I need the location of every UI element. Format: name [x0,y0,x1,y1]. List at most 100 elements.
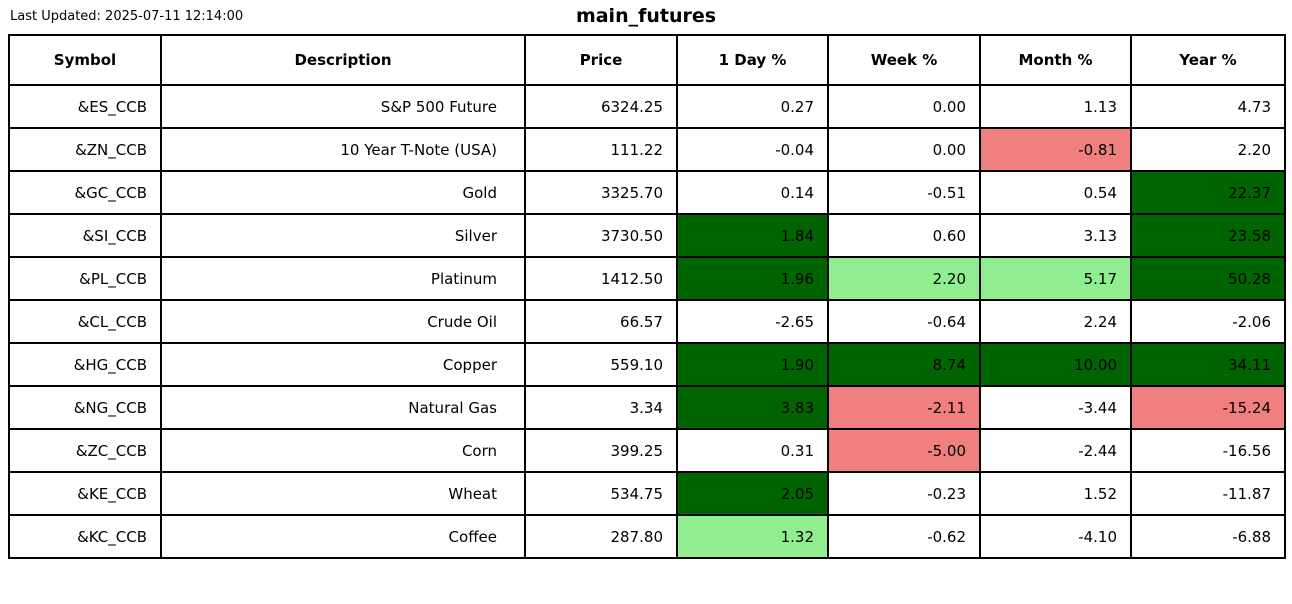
cell-year-pct: 2.20 [1130,127,1286,172]
cell-year-pct: 50.28 [1130,256,1286,301]
cell-month-pct: 1.52 [979,471,1132,516]
cell-week-pct: -0.51 [827,170,981,215]
col-header-year-pct: Year % [1130,34,1286,86]
cell-description: S&P 500 Future [160,84,526,129]
cell-1day-pct: 0.27 [676,84,829,129]
cell-symbol: &PL_CCB [8,256,162,301]
cell-1day-pct: -2.65 [676,299,829,344]
cell-description: Coffee [160,514,526,559]
cell-symbol: &ZC_CCB [8,428,162,473]
cell-price: 3730.50 [524,213,678,258]
table-row: &CL_CCB Crude Oil 66.57 -2.65 -0.64 2.24… [8,299,1286,344]
cell-symbol: &NG_CCB [8,385,162,430]
cell-month-pct: -0.81 [979,127,1132,172]
cell-1day-pct: 1.90 [676,342,829,387]
cell-1day-pct: 1.84 [676,213,829,258]
col-header-price: Price [524,34,678,86]
cell-description: Copper [160,342,526,387]
table-row: &ZN_CCB 10 Year T-Note (USA) 111.22 -0.0… [8,127,1286,172]
cell-week-pct: 0.00 [827,84,981,129]
table-row: &NG_CCB Natural Gas 3.34 3.83 -2.11 -3.4… [8,385,1286,430]
header-bar: Last Updated: 2025-07-11 12:14:00 main_f… [0,0,1292,34]
cell-month-pct: -4.10 [979,514,1132,559]
table-row: &HG_CCB Copper 559.10 1.90 8.74 10.00 34… [8,342,1286,387]
table-row: &GC_CCB Gold 3325.70 0.14 -0.51 0.54 22.… [8,170,1286,215]
cell-week-pct: 0.00 [827,127,981,172]
cell-1day-pct: 2.05 [676,471,829,516]
cell-symbol: &ES_CCB [8,84,162,129]
cell-week-pct: -5.00 [827,428,981,473]
table-row: &KE_CCB Wheat 534.75 2.05 -0.23 1.52 -11… [8,471,1286,516]
cell-month-pct: 2.24 [979,299,1132,344]
cell-year-pct: -6.88 [1130,514,1286,559]
cell-description: Corn [160,428,526,473]
table-row: &PL_CCB Platinum 1412.50 1.96 2.20 5.17 … [8,256,1286,301]
cell-price: 1412.50 [524,256,678,301]
cell-symbol: &CL_CCB [8,299,162,344]
cell-week-pct: -0.64 [827,299,981,344]
cell-symbol: &KE_CCB [8,471,162,516]
cell-month-pct: -2.44 [979,428,1132,473]
cell-year-pct: 4.73 [1130,84,1286,129]
table-row: &ZC_CCB Corn 399.25 0.31 -5.00 -2.44 -16… [8,428,1286,473]
cell-year-pct: 22.37 [1130,170,1286,215]
last-updated-text: Last Updated: 2025-07-11 12:14:00 [10,9,244,24]
cell-price: 66.57 [524,299,678,344]
cell-year-pct: -11.87 [1130,471,1286,516]
cell-month-pct: 1.13 [979,84,1132,129]
table-row: &SI_CCB Silver 3730.50 1.84 0.60 3.13 23… [8,213,1286,258]
cell-description: Wheat [160,471,526,516]
cell-month-pct: -3.44 [979,385,1132,430]
cell-1day-pct: 1.96 [676,256,829,301]
col-header-symbol: Symbol [8,34,162,86]
cell-symbol: &KC_CCB [8,514,162,559]
col-header-week-pct: Week % [827,34,981,86]
cell-description: Silver [160,213,526,258]
cell-year-pct: -16.56 [1130,428,1286,473]
cell-year-pct: -15.24 [1130,385,1286,430]
cell-week-pct: 0.60 [827,213,981,258]
cell-symbol: &ZN_CCB [8,127,162,172]
cell-price: 399.25 [524,428,678,473]
cell-month-pct: 10.00 [979,342,1132,387]
cell-description: Gold [160,170,526,215]
cell-month-pct: 5.17 [979,256,1132,301]
col-header-1day-pct: 1 Day % [676,34,829,86]
cell-year-pct: 23.58 [1130,213,1286,258]
table-row: &KC_CCB Coffee 287.80 1.32 -0.62 -4.10 -… [8,514,1286,559]
cell-price: 287.80 [524,514,678,559]
cell-description: Crude Oil [160,299,526,344]
cell-1day-pct: 0.14 [676,170,829,215]
cell-price: 6324.25 [524,84,678,129]
cell-symbol: &GC_CCB [8,170,162,215]
cell-1day-pct: 0.31 [676,428,829,473]
cell-price: 3325.70 [524,170,678,215]
cell-1day-pct: -0.04 [676,127,829,172]
cell-month-pct: 3.13 [979,213,1132,258]
cell-week-pct: -0.62 [827,514,981,559]
cell-price: 534.75 [524,471,678,516]
cell-year-pct: 34.11 [1130,342,1286,387]
table-row: &ES_CCB S&P 500 Future 6324.25 0.27 0.00… [8,84,1286,129]
cell-week-pct: -0.23 [827,471,981,516]
cell-symbol: &HG_CCB [8,342,162,387]
table-header-row: Symbol Description Price 1 Day % Week % … [8,34,1286,86]
col-header-description: Description [160,34,526,86]
cell-week-pct: 2.20 [827,256,981,301]
cell-description: 10 Year T-Note (USA) [160,127,526,172]
col-header-month-pct: Month % [979,34,1132,86]
cell-price: 111.22 [524,127,678,172]
cell-1day-pct: 3.83 [676,385,829,430]
cell-description: Platinum [160,256,526,301]
cell-description: Natural Gas [160,385,526,430]
cell-year-pct: -2.06 [1130,299,1286,344]
cell-week-pct: -2.11 [827,385,981,430]
cell-price: 559.10 [524,342,678,387]
cell-1day-pct: 1.32 [676,514,829,559]
cell-month-pct: 0.54 [979,170,1132,215]
cell-week-pct: 8.74 [827,342,981,387]
cell-symbol: &SI_CCB [8,213,162,258]
futures-table: Symbol Description Price 1 Day % Week % … [8,34,1286,559]
cell-price: 3.34 [524,385,678,430]
page-title: main_futures [575,5,717,27]
